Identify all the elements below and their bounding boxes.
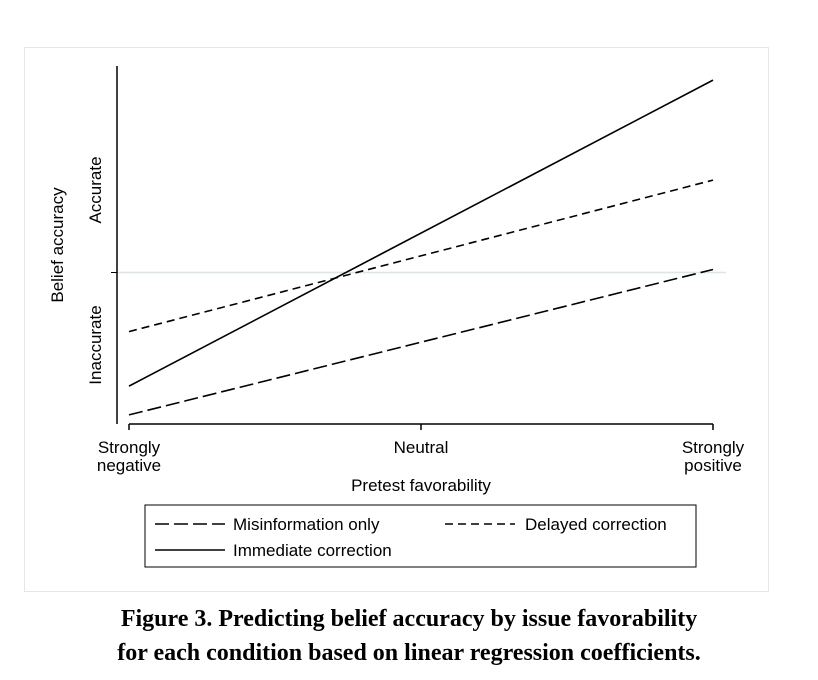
series-line [128,79,714,387]
x-tick-label: Neutral [394,438,449,457]
x-axis-title: Pretest favorability [351,476,491,495]
legend-label: Delayed correction [525,515,667,534]
figure-caption-line-2: for each condition based on linear regre… [117,640,701,666]
y-region-label: Inaccurate [86,305,105,384]
x-tick-label: Strongly [98,438,161,457]
x-tick-label: positive [684,456,742,475]
series-line [128,268,714,416]
figure-caption-line-1: Figure 3. Predicting belief accuracy by … [120,606,698,632]
figure-frame [24,47,769,592]
legend-label: Misinformation only [233,515,380,534]
legend-box [144,504,697,568]
x-tick-label: Strongly [682,438,745,457]
x-tick-label: negative [97,456,161,475]
legend-label: Immediate correction [233,541,392,560]
y-axis-title: Belief accuracy [48,187,67,303]
series-line [128,179,714,333]
y-region-label: Accurate [86,156,105,223]
